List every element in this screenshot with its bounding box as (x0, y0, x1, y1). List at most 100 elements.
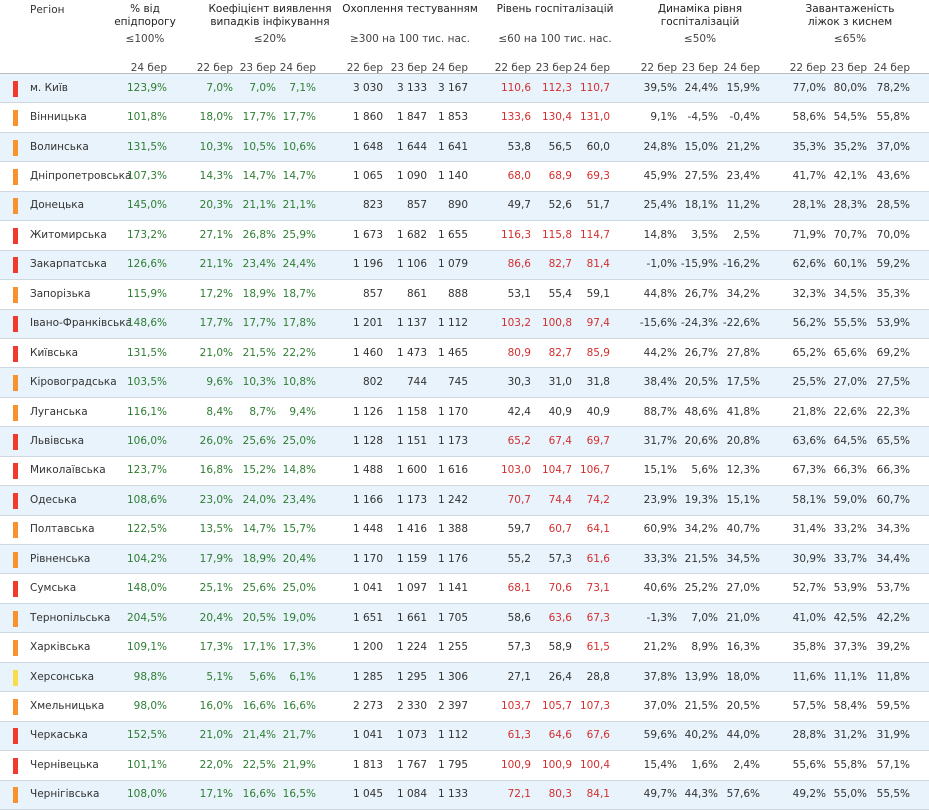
value-cell: 3 167 (437, 81, 468, 94)
value-cell: 48,6% (684, 405, 718, 418)
value-cell: 1 166 (352, 493, 383, 506)
value-cell: 14,8% (643, 228, 677, 241)
value-cell: 26,7% (684, 287, 718, 300)
value-cell: 7,1% (289, 81, 316, 94)
date-header: 24 бер (723, 62, 760, 74)
value-cell: 9,4% (289, 405, 316, 418)
region-name: Одеська (30, 493, 77, 506)
value-cell: 1 295 (396, 670, 427, 683)
value-cell: 1 041 (352, 729, 383, 742)
value-cell: 59,0% (833, 493, 867, 506)
value-cell: 55,8% (876, 111, 910, 124)
risk-marker (13, 698, 18, 715)
risk-marker (13, 610, 18, 627)
value-cell: 28,5% (876, 199, 910, 212)
value-cell: 85,9 (586, 346, 610, 359)
value-cell: 114,7 (579, 228, 610, 241)
value-cell: 45,9% (643, 170, 677, 183)
value-cell: -16,2% (722, 258, 760, 271)
value-cell: 116,1% (126, 405, 167, 418)
value-cell: 16,5% (282, 788, 316, 801)
threshold: ≤100% (125, 33, 165, 45)
value-cell: 6,1% (289, 670, 316, 683)
date-header: 22 бер (494, 62, 531, 74)
risk-marker (13, 640, 18, 657)
value-cell: 2 397 (437, 699, 468, 712)
table-row: Київська 131,5% 21,0% 21,5% 22,2% 1 460 1 473 1… (0, 339, 929, 369)
value-cell: 80,0% (833, 81, 867, 94)
value-cell: 1 128 (352, 434, 383, 447)
value-cell: 74,2 (586, 493, 610, 506)
value-cell: 69,3 (586, 170, 610, 183)
header-divider (0, 73, 929, 74)
value-cell: 11,8% (876, 670, 910, 683)
date-header: 23 бер (681, 62, 718, 74)
value-cell: 204,5% (126, 611, 167, 624)
value-cell: 21,0% (199, 729, 233, 742)
value-cell: 1 682 (396, 228, 427, 241)
date-header: 23 бер (239, 62, 276, 74)
region-name: Івано-Франківська (30, 317, 132, 330)
risk-marker (13, 404, 18, 421)
value-cell: 7,0% (249, 81, 276, 94)
value-cell: 44,3% (684, 788, 718, 801)
value-cell: 26,0% (199, 434, 233, 447)
value-cell: 65,2 (507, 434, 531, 447)
value-cell: 27,1 (507, 670, 531, 683)
value-cell: 22,5% (242, 758, 276, 771)
value-cell: 1 705 (437, 611, 468, 624)
table-row: Одеська 108,6% 23,0% 24,0% 23,4% 1 166 1 173 1 … (0, 486, 929, 516)
value-cell: 66,3% (833, 464, 867, 477)
value-cell: 18,1% (684, 199, 718, 212)
value-cell: 19,0% (282, 611, 316, 624)
value-cell: 1 416 (396, 523, 427, 536)
value-cell: 60,7% (876, 493, 910, 506)
value-cell: 10,8% (282, 376, 316, 389)
risk-marker (13, 522, 18, 539)
value-cell: 27,0% (726, 582, 760, 595)
value-cell: 1 860 (352, 111, 383, 124)
value-cell: 21,5% (684, 699, 718, 712)
value-cell: 1 196 (352, 258, 383, 271)
value-cell: 59,6% (643, 729, 677, 742)
table-row: Хмельницька 98,0% 16,0% 16,6% 16,6% 2 273 2 33… (0, 692, 929, 722)
table-row: Чернівецька 101,1% 22,0% 22,5% 21,9% 1 813 1 7… (0, 751, 929, 781)
value-cell: 25,6% (242, 582, 276, 595)
value-cell: 49,7 (507, 199, 531, 212)
value-cell: 131,5% (126, 346, 167, 359)
value-cell: 1 079 (437, 258, 468, 271)
table-row: Полтавська 122,5% 13,5% 14,7% 15,7% 1 448 1 41… (0, 516, 929, 546)
value-cell: 53,8 (507, 140, 531, 153)
value-cell: 152,5% (126, 729, 167, 742)
value-cell: 40,7% (726, 523, 760, 536)
table-row: Волинська 131,5% 10,3% 10,5% 10,6% 1 648 1 644… (0, 132, 929, 163)
value-cell: 2 330 (396, 699, 427, 712)
value-cell: 43,6% (876, 170, 910, 183)
value-cell: 52,7% (792, 582, 826, 595)
value-cell: 1 158 (396, 405, 427, 418)
value-cell: 15,2% (242, 464, 276, 477)
value-cell: 65,6% (833, 346, 867, 359)
risk-marker (13, 227, 18, 244)
value-cell: 37,0% (643, 699, 677, 712)
region-name: Закарпатська (30, 258, 107, 271)
value-cell: 69,2% (876, 346, 910, 359)
value-cell: 1 448 (352, 523, 383, 536)
threshold: ≤60 на 100 тис. нас. (498, 33, 612, 45)
region-name: Черкаська (30, 729, 88, 742)
value-cell: 112,3 (541, 81, 572, 94)
value-cell: 101,8% (126, 111, 167, 124)
region-name: Чернігівська (30, 788, 100, 801)
value-cell: 110,6 (500, 81, 531, 94)
risk-marker (13, 463, 18, 480)
value-cell: 116,3 (500, 228, 531, 241)
value-cell: 857 (406, 199, 427, 212)
value-cell: 84,1 (586, 788, 610, 801)
value-cell: 14,7% (242, 170, 276, 183)
table-row: Вінницька 101,8% 18,0% 17,7% 17,7% 1 860 1 847… (0, 103, 929, 133)
value-cell: 1 661 (396, 611, 427, 624)
value-cell: 22,2% (282, 346, 316, 359)
value-cell: 53,9% (833, 582, 867, 595)
value-cell: 68,0 (507, 170, 531, 183)
value-cell: 5,6% (249, 670, 276, 683)
